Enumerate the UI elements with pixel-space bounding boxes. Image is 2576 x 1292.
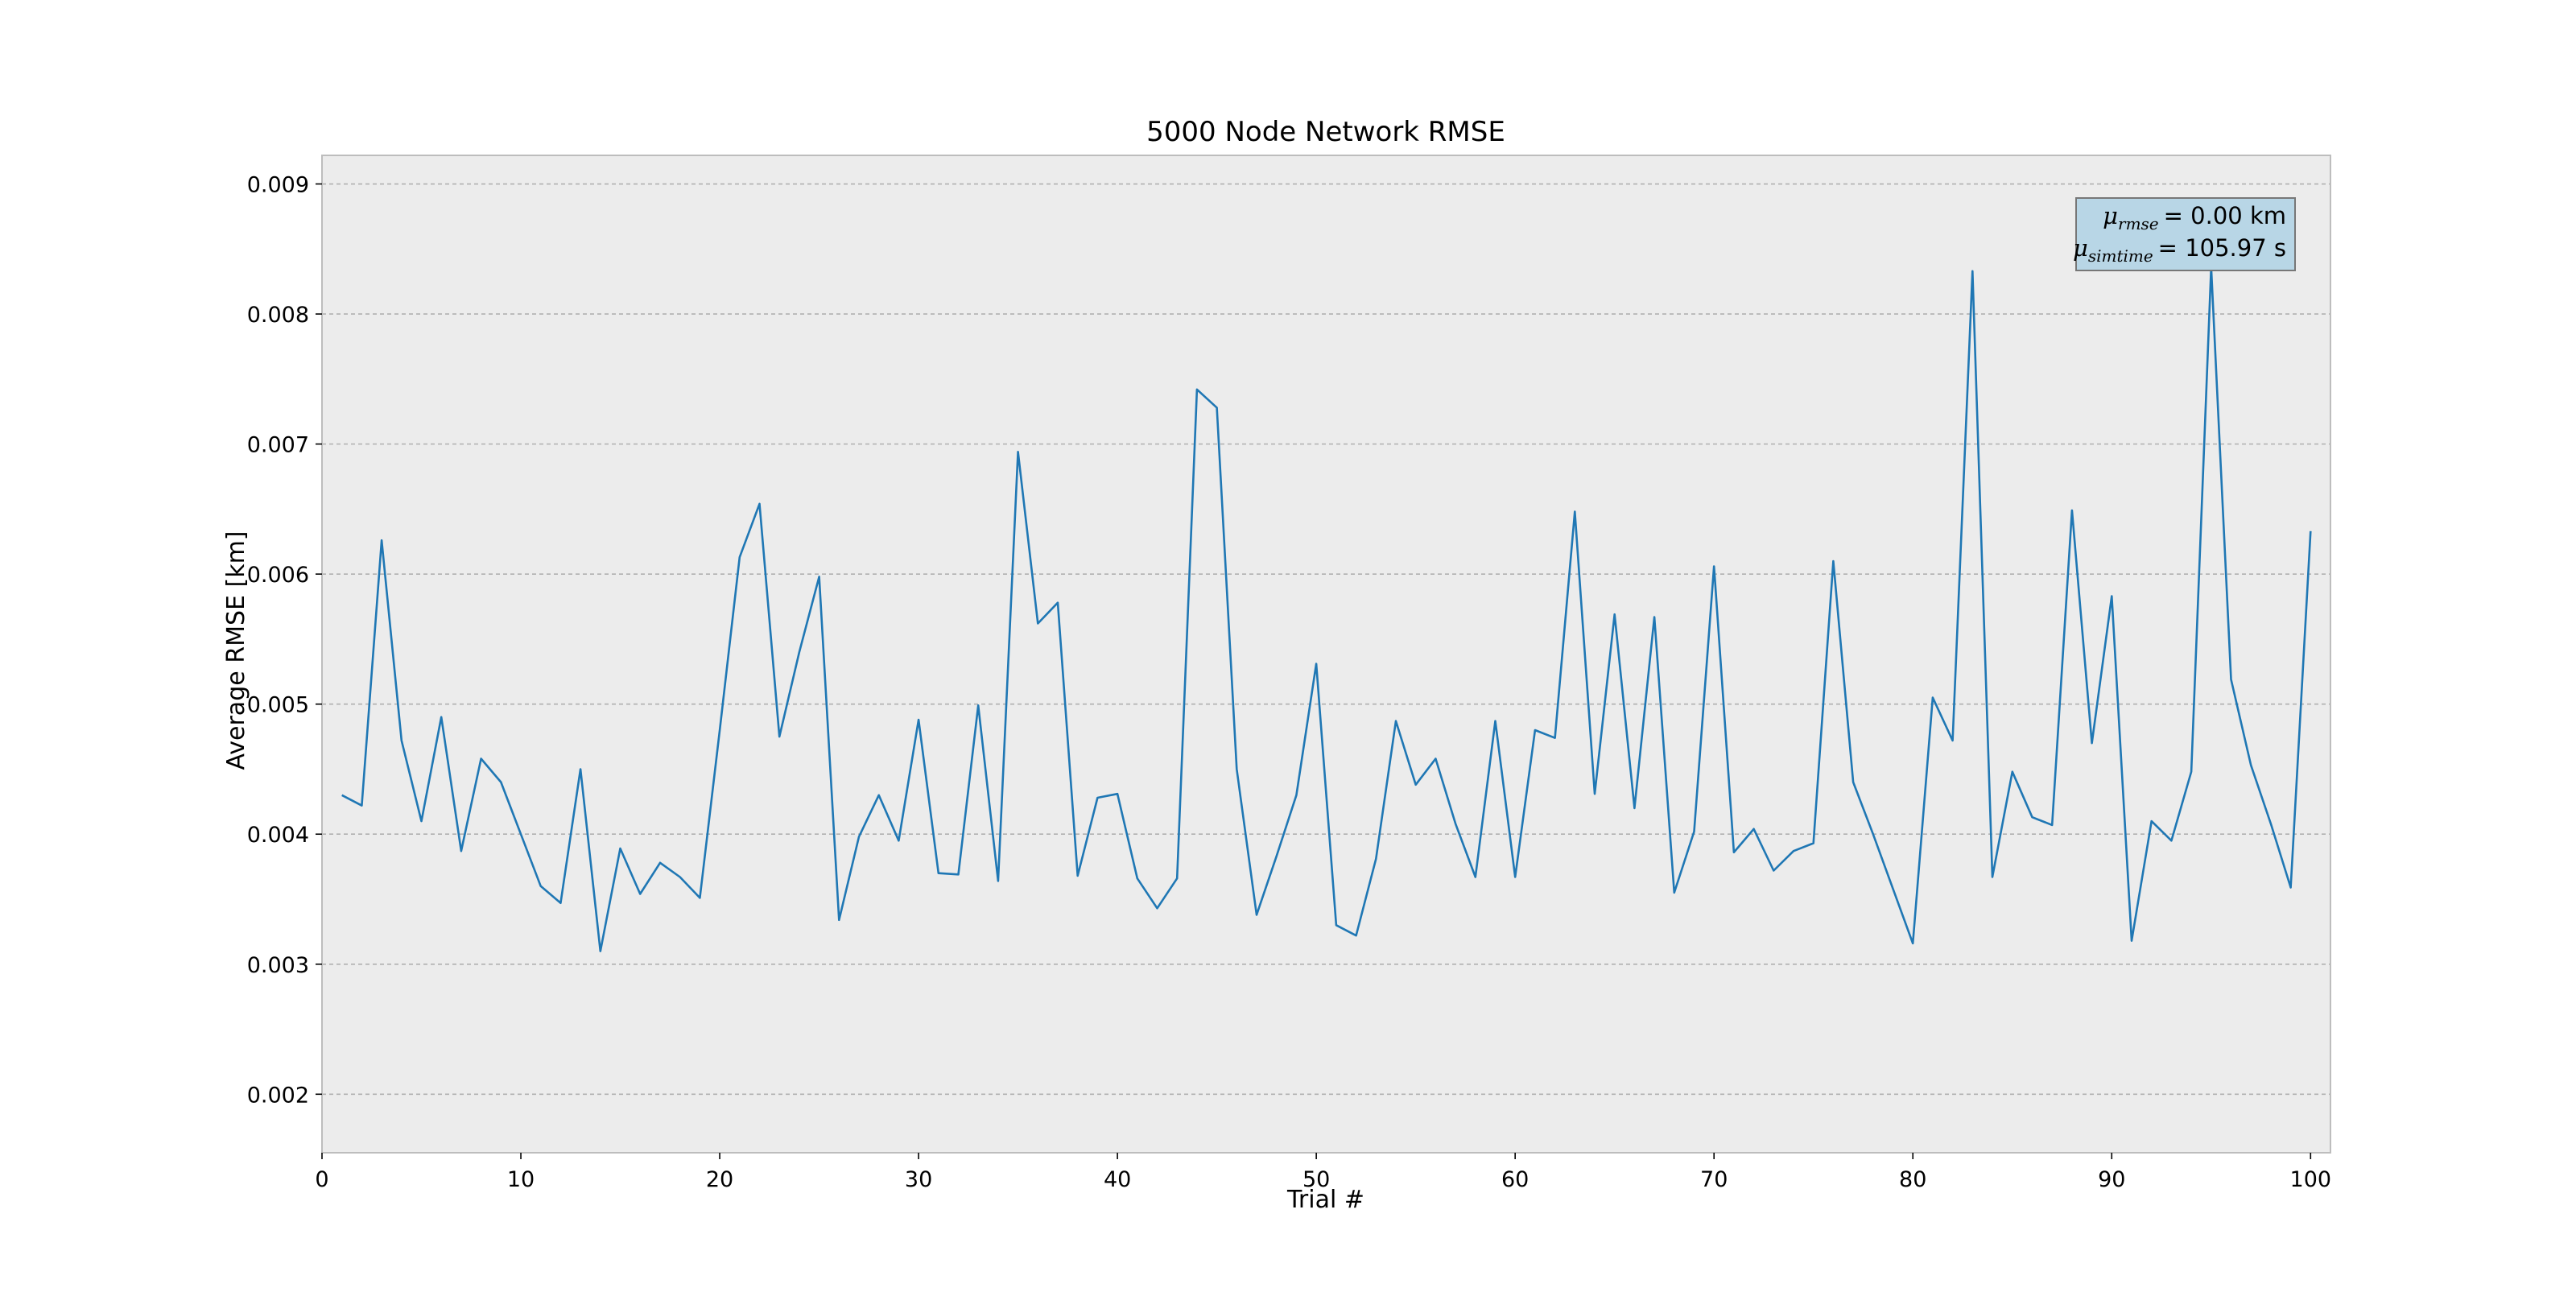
chart-title: 5000 Node Network RMSE (1146, 116, 1505, 148)
y-tick-label: 0.008 (247, 303, 309, 328)
x-tick-label: 20 (706, 1167, 733, 1192)
y-axis: 0.002 0.003 0.004 0.005 0.006 0.007 0.008 0.009 (247, 173, 322, 1108)
y-tick-label: 0.005 (247, 693, 309, 718)
y-tick-label: 0.002 (247, 1083, 309, 1108)
y-axis-label: Average RMSE [km] (222, 531, 250, 770)
y-tick-label: 0.003 (247, 953, 309, 978)
y-tick-label: 0.009 (247, 173, 309, 198)
rmse-mean-text: μrmse = 0.00 km (2103, 202, 2286, 233)
x-tick-label: 60 (1501, 1167, 1529, 1192)
x-axis-label: Trial # (1286, 1186, 1364, 1214)
x-axis: 0 10 20 30 40 50 60 70 80 90 100 (315, 1153, 2331, 1192)
x-tick-label: 10 (507, 1167, 535, 1192)
gridlines (322, 183, 2330, 1096)
y-tick-label: 0.007 (247, 433, 309, 458)
simtime-mean-text: μsimtime = 105.97 s (2073, 234, 2286, 266)
x-tick-label: 0 (315, 1167, 328, 1192)
stats-annotation-box: μrmse = 0.00 km μsimtime = 105.97 s (2073, 197, 2296, 271)
series-line (341, 266, 2312, 952)
y-tick-label: 0.004 (247, 823, 309, 848)
x-tick-label: 100 (2290, 1167, 2332, 1192)
x-tick-label: 90 (2098, 1167, 2125, 1192)
series-layer (341, 266, 2312, 952)
plot-area (322, 155, 2330, 1153)
x-tick-label: 70 (1700, 1167, 1728, 1192)
x-tick-label: 80 (1899, 1167, 1926, 1192)
annotation-background (2075, 197, 2296, 271)
plot-frame (321, 155, 2331, 1154)
x-tick-label: 40 (1104, 1167, 1131, 1192)
x-tick-label: 50 (1302, 1167, 1330, 1192)
x-tick-label: 30 (905, 1167, 932, 1192)
y-tick-label: 0.006 (247, 563, 309, 588)
